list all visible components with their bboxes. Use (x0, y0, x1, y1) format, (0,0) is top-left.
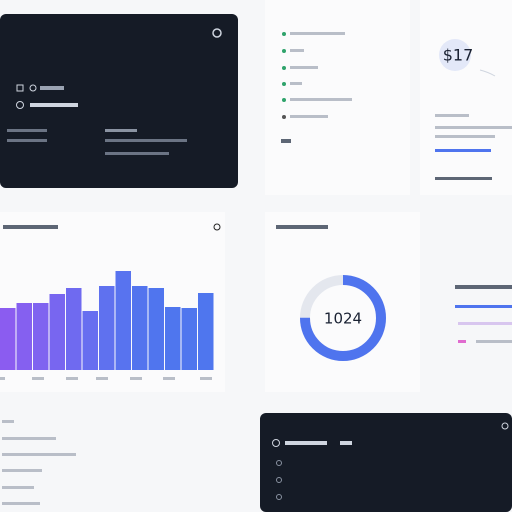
text-line (340, 441, 352, 445)
bar (148, 288, 164, 370)
sparkline (479, 69, 496, 77)
icon (16, 84, 24, 92)
summary-card (420, 0, 512, 195)
bar (165, 307, 181, 370)
bar (115, 271, 131, 370)
text-line (105, 139, 187, 142)
icon (212, 28, 222, 38)
amount-badge (439, 39, 471, 71)
icon (276, 494, 282, 500)
bar (82, 311, 98, 370)
text-line (105, 129, 137, 132)
bar (16, 303, 32, 370)
text-line (435, 177, 492, 180)
text-line (435, 135, 495, 138)
bar-group (0, 271, 214, 370)
footer-list (2, 420, 76, 505)
bar (0, 308, 16, 370)
bar (49, 294, 65, 370)
bar (198, 293, 214, 370)
icon (16, 101, 24, 109)
text-line (40, 86, 64, 90)
amount: $17 (443, 46, 474, 65)
icon (501, 422, 509, 430)
icon (29, 84, 37, 92)
donut (300, 275, 386, 361)
bar (33, 303, 49, 370)
x-axis (0, 377, 212, 380)
text-line (7, 129, 47, 132)
text-line (435, 114, 469, 117)
bar (66, 288, 82, 370)
dark-card (260, 413, 512, 512)
chart-heading (3, 225, 58, 229)
list (281, 32, 352, 143)
icon (276, 477, 282, 483)
text-line (7, 139, 47, 142)
text-line (285, 441, 327, 445)
list-card (265, 0, 410, 195)
progress-bar (435, 149, 491, 152)
text-line (105, 152, 169, 155)
donut-card (265, 212, 420, 392)
donut-heading (276, 225, 328, 229)
donut-label: 1024 (324, 310, 362, 328)
bar (181, 308, 197, 370)
text-line (30, 103, 78, 107)
bar (132, 286, 148, 370)
icon (276, 460, 282, 466)
bar (99, 286, 115, 370)
text-line (435, 126, 512, 129)
icon (272, 439, 280, 447)
donut-arc (300, 275, 386, 361)
dark-card (0, 14, 238, 188)
legend (455, 285, 512, 343)
icon (213, 223, 221, 231)
